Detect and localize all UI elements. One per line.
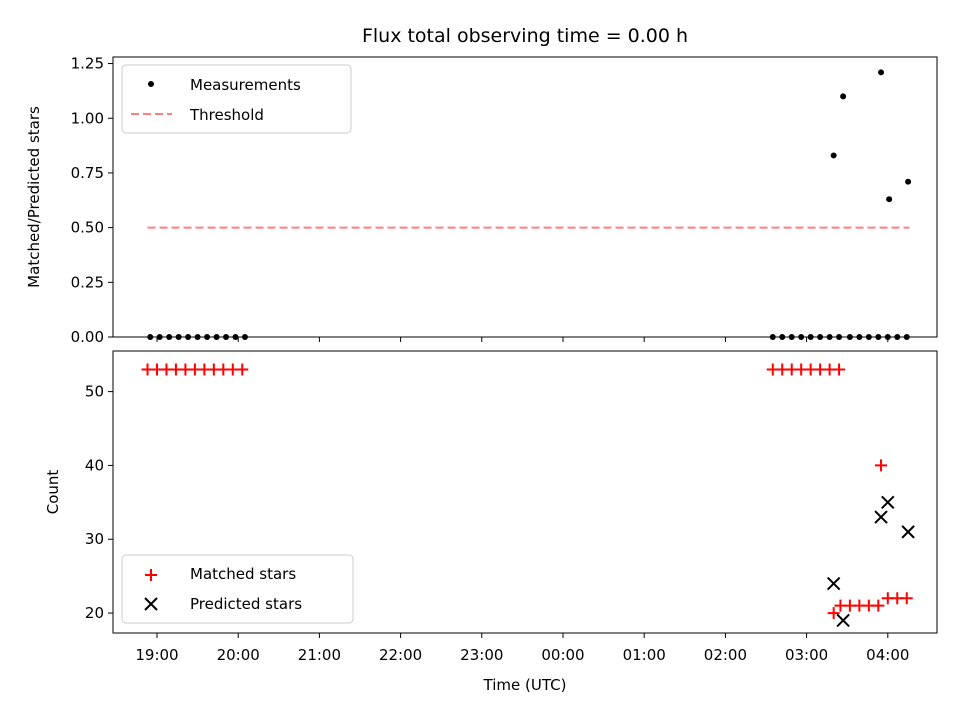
legend-label-threshold: Threshold — [189, 106, 264, 124]
top-y-tick-label: 0.00 — [71, 328, 104, 346]
top-y-tick-label: 0.75 — [71, 164, 104, 182]
bottom-plot-frame — [112, 350, 938, 634]
matched-star-point — [833, 363, 846, 376]
bottom-panel: Count Time (UTC) 20 30 40 50 19:00 20:00 21:00… — [44, 350, 938, 694]
top-y-tick-label: 0.25 — [71, 273, 104, 291]
bottom-y-tick-label: 30 — [85, 530, 104, 548]
predicted-star-point — [901, 525, 915, 539]
legend-dot-marker — [148, 81, 154, 87]
legend-box — [121, 64, 352, 134]
predicted-star-point — [826, 576, 841, 591]
x-tick-label: 00:00 — [541, 646, 584, 664]
legend-plus-marker — [145, 569, 157, 581]
top-legend: Measurements Threshold — [121, 64, 352, 134]
legend-label-measurements: Measurements — [190, 76, 301, 94]
top-y-tick-label: 1.00 — [71, 109, 104, 127]
bottom-legend: Matched stars Predicted stars — [121, 554, 354, 624]
top-y-axis-label: Matched/Predicted stars — [25, 106, 43, 288]
top-y-tick-label: 0.50 — [71, 219, 104, 237]
bottom-y-axis-label: Count — [44, 470, 62, 515]
chart-title: Flux total observing time = 0.00 h — [362, 25, 688, 47]
x-tick-label: 19:00 — [135, 646, 178, 664]
bottom-y-tick-label: 50 — [85, 383, 104, 401]
x-tick-label: 04:00 — [866, 646, 909, 664]
measurement-point — [905, 178, 912, 185]
x-tick-label: 03:00 — [785, 646, 828, 664]
x-axis-label: Time (UTC) — [483, 676, 567, 694]
x-tick-label: 22:00 — [379, 646, 422, 664]
x-tick-label: 21:00 — [298, 646, 341, 664]
x-tick-label: 23:00 — [460, 646, 503, 664]
top-panel: Flux total observing time = 0.00 h Match… — [25, 25, 938, 346]
x-tick-label: 02:00 — [704, 646, 747, 664]
matched-star-point — [900, 592, 913, 605]
x-tick-label: 01:00 — [623, 646, 666, 664]
predicted-star-point — [836, 613, 850, 628]
predicted-star-point — [874, 510, 888, 524]
top-y-tick-label: 1.25 — [71, 55, 104, 73]
matched-star-point — [827, 607, 840, 620]
matched-star-point — [875, 459, 888, 472]
x-tick-label: 20:00 — [217, 646, 260, 664]
measurement-point — [830, 152, 837, 159]
matched-star-point — [872, 599, 885, 612]
predicted-star-point — [881, 495, 895, 510]
measurement-point — [886, 196, 893, 203]
measurement-point — [840, 93, 847, 100]
legend-label-matched-stars: Matched stars — [190, 565, 296, 583]
bottom-y-tick-label: 40 — [85, 456, 104, 474]
bottom-y-tick-label: 20 — [85, 604, 104, 622]
measurement-point — [878, 69, 885, 76]
top-plot-frame — [112, 56, 938, 338]
matched-star-point — [236, 363, 249, 376]
legend-x-marker — [144, 597, 158, 611]
legend-label-predicted-stars: Predicted stars — [190, 595, 302, 613]
legend-box — [121, 554, 354, 624]
